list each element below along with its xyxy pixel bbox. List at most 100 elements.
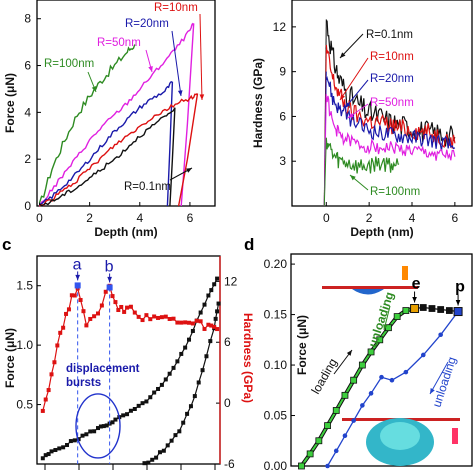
series-2-point	[103, 289, 108, 294]
panel-d: d 0.00 0.05 0.10 0.15 0.20 e p Force (μN) loa…	[244, 235, 473, 473]
series-2-point	[202, 326, 207, 331]
series-1-point	[169, 438, 174, 443]
series-0-point	[104, 423, 109, 428]
series-0-point	[128, 408, 133, 413]
series-unloading-point	[438, 332, 443, 338]
series-2-point	[78, 297, 83, 302]
plot-frame	[36, 255, 221, 465]
series-2-point	[183, 320, 188, 325]
series-2-point	[88, 316, 93, 321]
series-1-point	[185, 411, 190, 416]
plot-frame	[291, 0, 473, 207]
series-loading-4	[39, 107, 176, 207]
snapshot-bottom-core	[380, 422, 420, 450]
y-tick-label: 8	[24, 12, 31, 26]
legend-r01: R=0.1nm	[366, 29, 413, 41]
series-2-point	[125, 305, 130, 310]
y-tick-label: 0.15	[264, 308, 288, 322]
series-1-point	[192, 394, 197, 399]
x-tick-label: 0	[36, 211, 43, 225]
series-2-point	[49, 372, 54, 377]
series-1-point	[165, 443, 170, 448]
annotation-unloading-green: unloading	[366, 290, 397, 349]
series-0-point	[179, 351, 184, 356]
y-tick-label: 6	[24, 59, 31, 73]
series-2-point	[136, 314, 141, 319]
series-1-point	[204, 354, 209, 359]
arrow-r50-head	[348, 112, 354, 118]
annotation-unloading-blue: unloading	[430, 355, 459, 409]
series-2-point	[215, 327, 220, 332]
series-unloading	[326, 311, 459, 467]
series-loading-2	[39, 81, 173, 205]
plot-frame	[290, 253, 473, 467]
legend-r50: R=50nm	[97, 37, 141, 49]
series-0-point	[57, 446, 62, 451]
series-0-point	[136, 403, 141, 408]
series-1-point	[181, 420, 186, 425]
series-unloading-point	[403, 369, 409, 375]
series-2-point	[148, 317, 153, 322]
series-0-point	[92, 429, 97, 434]
arrow-unloading-blue-head	[430, 388, 435, 394]
series-unloading-point	[368, 391, 374, 396]
series-1-point	[150, 457, 155, 462]
series-0-point	[101, 424, 106, 429]
series-loading-point	[324, 422, 331, 430]
series-0-point	[215, 276, 220, 281]
series-2-point	[55, 343, 60, 348]
series-2-point	[96, 311, 100, 316]
x-axis-label: Depth (nm)	[350, 225, 413, 239]
marker-b-arrow-head	[107, 276, 112, 283]
series-2-point	[116, 308, 121, 313]
snapshot-top-dislocation	[352, 289, 384, 295]
series-0-point	[202, 302, 207, 307]
panel-label-c: c	[2, 235, 11, 254]
series-2-point	[152, 314, 157, 319]
y-axis-label: Force (μN)	[295, 315, 309, 375]
series-0-point	[183, 345, 188, 350]
x-tick-label: 2	[86, 211, 93, 225]
series-1-point	[196, 380, 201, 385]
y-axis-label: Force (μN)	[3, 73, 17, 133]
series-0-point	[84, 432, 89, 437]
series-2-point	[43, 397, 48, 402]
series-2-point	[179, 320, 184, 325]
x-tick-label: 4	[409, 211, 416, 225]
marker-e-label: e	[412, 276, 421, 293]
series-loading-point	[350, 376, 358, 384]
arrow-r100-head	[350, 175, 356, 181]
series-0-point	[110, 420, 115, 425]
series-plateau-point	[419, 304, 427, 311]
series-plateau-point	[437, 306, 445, 313]
series-1-point	[177, 429, 182, 434]
panel-c: c 0.5 1.0 1.5 -6 0 6 12 a b Force (μN) Hardness…	[2, 235, 255, 471]
series-0-point	[96, 426, 100, 431]
y-tick-label: 9	[279, 65, 286, 79]
series-loading-point	[367, 348, 375, 356]
arrow-r20-head	[177, 90, 183, 96]
series-2-point	[66, 307, 71, 312]
series-1-point	[208, 339, 213, 344]
arrow-r01-head	[186, 168, 192, 173]
series-0-point	[209, 288, 214, 293]
series-loading-point	[376, 336, 384, 344]
series-0-point	[125, 412, 130, 417]
series-unloading-point	[325, 463, 330, 469]
arrow-loading-head	[346, 350, 352, 356]
series-unloading-point	[379, 374, 384, 380]
series-0-point	[144, 399, 149, 404]
legend-r50: R=50nm	[370, 97, 414, 109]
x-tick-label: 0	[323, 211, 330, 225]
series-loading-point	[402, 307, 410, 314]
series-unloading-point	[420, 352, 426, 358]
marker-e	[410, 304, 420, 314]
y-tick-label: 6	[279, 109, 286, 123]
series-unloading-3	[177, 93, 199, 207]
marker-p-arrow-head	[455, 300, 461, 306]
series-1-point	[215, 309, 220, 314]
series-loading-point	[358, 361, 366, 369]
series-1-point	[146, 460, 151, 465]
series-2	[42, 284, 218, 412]
